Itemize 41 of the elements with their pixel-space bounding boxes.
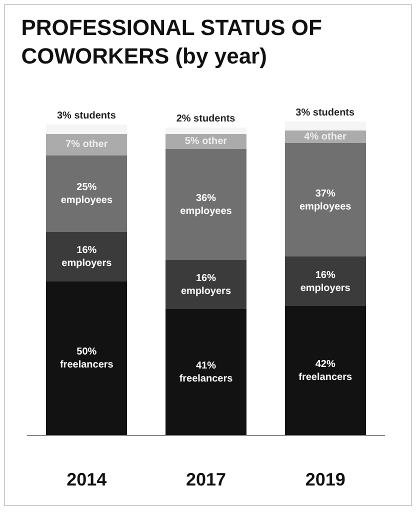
bar: [165, 149, 247, 260]
bar: [284, 306, 366, 435]
text: employees: [299, 201, 352, 212]
data-label: 16%: [315, 270, 336, 281]
data-label: 41%: [196, 360, 216, 372]
bar: [284, 143, 366, 257]
bar: [284, 256, 366, 306]
text: 4% other: [304, 131, 346, 142]
data-label: 50%: [76, 346, 97, 358]
chart-title: PROFESSIONAL STATUS OF COWORKERS (by year): [21, 15, 322, 69]
bar: [165, 308, 247, 435]
bar: [165, 128, 247, 134]
text: 2% students: [176, 114, 236, 125]
text: employers: [300, 282, 350, 294]
text: employees: [60, 195, 113, 206]
bar: [46, 134, 128, 156]
data-label: 36%: [196, 192, 216, 204]
bar: [284, 122, 366, 131]
bar: [46, 281, 128, 435]
data-label: 16%: [196, 272, 216, 284]
text: freelancers: [60, 360, 114, 371]
text: 7% other: [65, 139, 108, 150]
text: freelancers: [298, 372, 352, 383]
series-label: employees: [180, 206, 232, 217]
x-tick-label: 2017: [186, 470, 226, 490]
bar: [46, 124, 128, 134]
text: 3% students: [296, 108, 355, 118]
data-label: 42%: [315, 358, 336, 370]
text: 5% other: [184, 136, 228, 147]
text: employers: [180, 286, 232, 297]
data-label: 25%: [76, 182, 97, 194]
bar: [46, 232, 128, 282]
series-label: employers: [62, 258, 112, 270]
data-label: 16%: [76, 245, 97, 256]
x-tick-label: 2019: [305, 470, 346, 490]
text: 3% students: [56, 110, 116, 122]
data-label: 37%: [315, 188, 336, 200]
bar: [165, 260, 247, 309]
x-tick-label: 2014: [66, 470, 107, 490]
bar: [46, 155, 128, 232]
series-label: freelancers: [179, 373, 234, 384]
